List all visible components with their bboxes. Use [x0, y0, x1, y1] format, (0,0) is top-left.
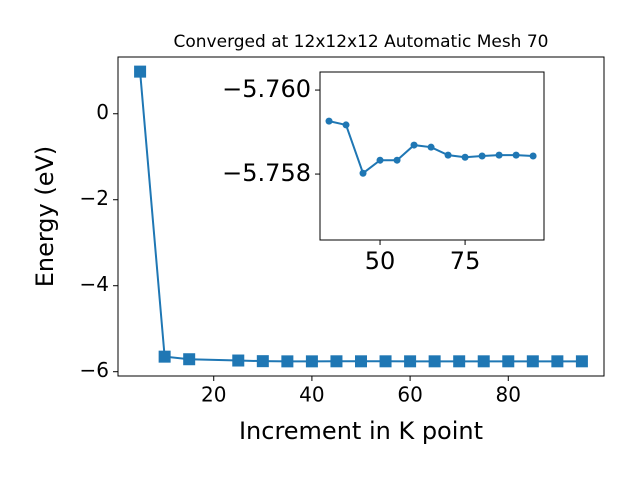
x-tick-label: 60	[397, 383, 422, 407]
y-tick-label: −6	[80, 358, 109, 382]
marker	[512, 151, 520, 159]
y-tick-label: −5.758	[222, 159, 311, 187]
marker	[478, 152, 486, 160]
x-tick-label: 75	[450, 247, 481, 275]
y-tick-label: −2	[80, 186, 109, 210]
marker	[281, 355, 294, 368]
marker	[158, 350, 171, 363]
marker	[325, 117, 333, 125]
marker	[355, 355, 367, 368]
y-tick-label: −4	[80, 272, 109, 296]
marker	[428, 355, 441, 368]
marker	[379, 355, 392, 368]
marker	[444, 151, 452, 159]
marker	[342, 121, 350, 129]
x-tick-label: 80	[496, 383, 521, 407]
marker	[575, 355, 588, 368]
chart-title: Converged at 12x12x12 Automatic Mesh 70	[174, 32, 549, 52]
marker	[305, 355, 318, 368]
marker	[453, 355, 466, 368]
marker	[256, 355, 269, 368]
marker	[495, 151, 503, 159]
y-axis-label: Energy (eV)	[31, 146, 59, 288]
y-tick-label: 0	[96, 100, 109, 124]
marker	[551, 355, 564, 368]
marker	[183, 353, 196, 366]
marker	[427, 143, 435, 151]
marker	[477, 355, 490, 368]
marker	[330, 355, 343, 368]
marker	[232, 354, 245, 367]
marker	[410, 141, 418, 149]
marker	[376, 156, 384, 164]
marker	[461, 153, 469, 161]
marker	[404, 355, 417, 368]
marker	[526, 355, 539, 368]
x-axis-label: Increment in K point	[239, 417, 483, 445]
marker	[529, 152, 537, 160]
marker	[134, 65, 147, 78]
marker	[359, 169, 367, 177]
marker	[393, 156, 401, 164]
y-tick-label: −5.760	[222, 75, 311, 103]
marker	[502, 355, 515, 368]
x-tick-label: 50	[365, 247, 396, 275]
x-tick-label: 40	[299, 383, 324, 407]
x-tick-label: 20	[201, 383, 226, 407]
